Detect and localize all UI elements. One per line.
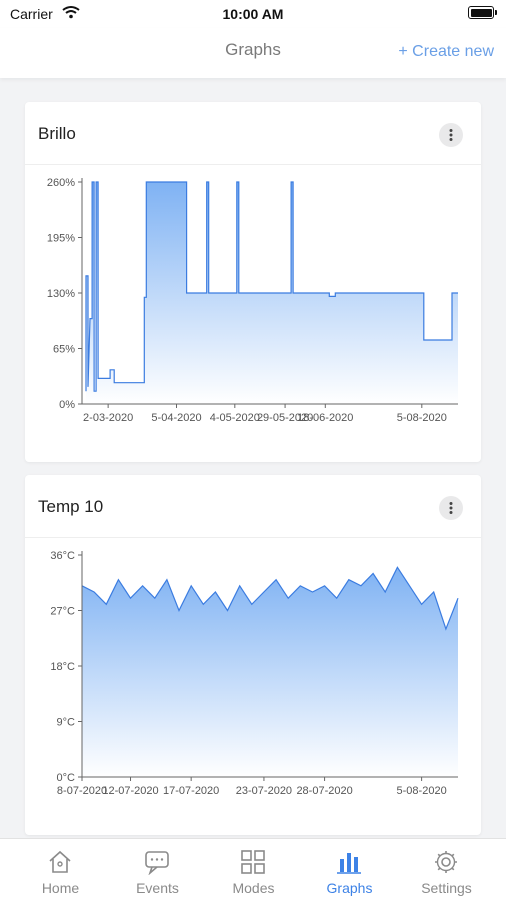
gear-icon: [435, 851, 457, 873]
more-options-button[interactable]: [439, 496, 463, 520]
status-bar: Carrier 10:00 AM: [0, 0, 506, 28]
page-title: Graphs: [225, 40, 281, 59]
y-tick-label: 195%: [47, 233, 75, 245]
tab-label: Graphs: [326, 880, 373, 896]
tab-modes[interactable]: Modes: [203, 839, 304, 901]
card-title: Temp 10: [38, 497, 104, 516]
card-header: Brillo: [25, 102, 481, 165]
y-tick-label: 9°C: [57, 717, 76, 729]
x-tick-label: 17-07-2020: [163, 785, 219, 797]
home-icon: [49, 850, 71, 873]
series-line: [81, 566, 459, 631]
wifi-icon: [62, 6, 80, 19]
y-tick-label: 0%: [59, 399, 75, 411]
graph-card-brillo: Brillo 260% 195% 130% 65% 0% 2-03-2020 5-04-20…: [25, 102, 481, 462]
x-tick-label: 5-08-2020: [397, 785, 447, 797]
tab-label: Settings: [421, 880, 472, 896]
x-tick-label: 2-03-2020: [83, 412, 133, 424]
x-tick-label: 28-07-2020: [296, 785, 352, 797]
series-area: [82, 567, 458, 777]
y-tick-label: 130%: [47, 288, 75, 300]
tab-events[interactable]: Events: [107, 839, 208, 901]
y-tick-label: 65%: [53, 344, 75, 356]
tab-settings[interactable]: Settings: [396, 839, 497, 901]
y-tick-label: 36°C: [50, 550, 75, 562]
tab-home[interactable]: Home: [10, 839, 111, 901]
card-header: Temp 10: [25, 475, 481, 538]
x-tick-label: 5-08-2020: [397, 412, 447, 424]
navigation-bar: Graphs + Create new: [0, 28, 506, 78]
tab-label: Home: [41, 880, 80, 896]
card-title: Brillo: [38, 124, 76, 143]
carrier-label: Carrier: [10, 6, 53, 22]
tab-bar: Home Events Modes Graphs: [0, 838, 506, 901]
more-vertical-icon: [449, 129, 453, 141]
x-tick-label: 12-07-2020: [102, 785, 158, 797]
x-tick-label: 4-05-2020: [210, 412, 260, 424]
y-tick-label: 27°C: [50, 606, 75, 618]
create-new-button[interactable]: + Create new: [398, 43, 494, 60]
graph-card-temp-10: Temp 10 36°C 27°C 18°C 9°C 0°C 8-07-2020 12-07…: [25, 475, 481, 835]
y-tick-label: 260%: [47, 177, 75, 189]
battery-icon: [468, 6, 497, 19]
bar-chart-icon: [337, 853, 361, 874]
grid-icon: [241, 850, 265, 874]
x-tick-label: 29-05-2020: [257, 412, 313, 424]
x-tick-label: 8-07-2020: [57, 785, 107, 797]
tab-graphs[interactable]: Graphs: [299, 839, 400, 901]
more-options-button[interactable]: [439, 123, 463, 147]
y-tick-label: 0°C: [57, 772, 76, 784]
x-tick-label: 5-04-2020: [151, 412, 201, 424]
tab-label: Modes: [232, 880, 275, 896]
x-tick-label: 23-07-2020: [236, 785, 292, 797]
status-time: 10:00 AM: [222, 6, 284, 22]
brillo-chart: 260% 195% 130% 65% 0% 2-03-2020 5-04-2020 4-05-…: [47, 177, 458, 424]
x-tick-label: 18-06-2020: [297, 412, 353, 424]
series-line: [85, 181, 458, 392]
y-tick-label: 18°C: [50, 661, 75, 673]
tab-label: Events: [136, 880, 179, 896]
more-vertical-icon: [449, 502, 453, 514]
chat-bubble-icon: [145, 851, 169, 875]
